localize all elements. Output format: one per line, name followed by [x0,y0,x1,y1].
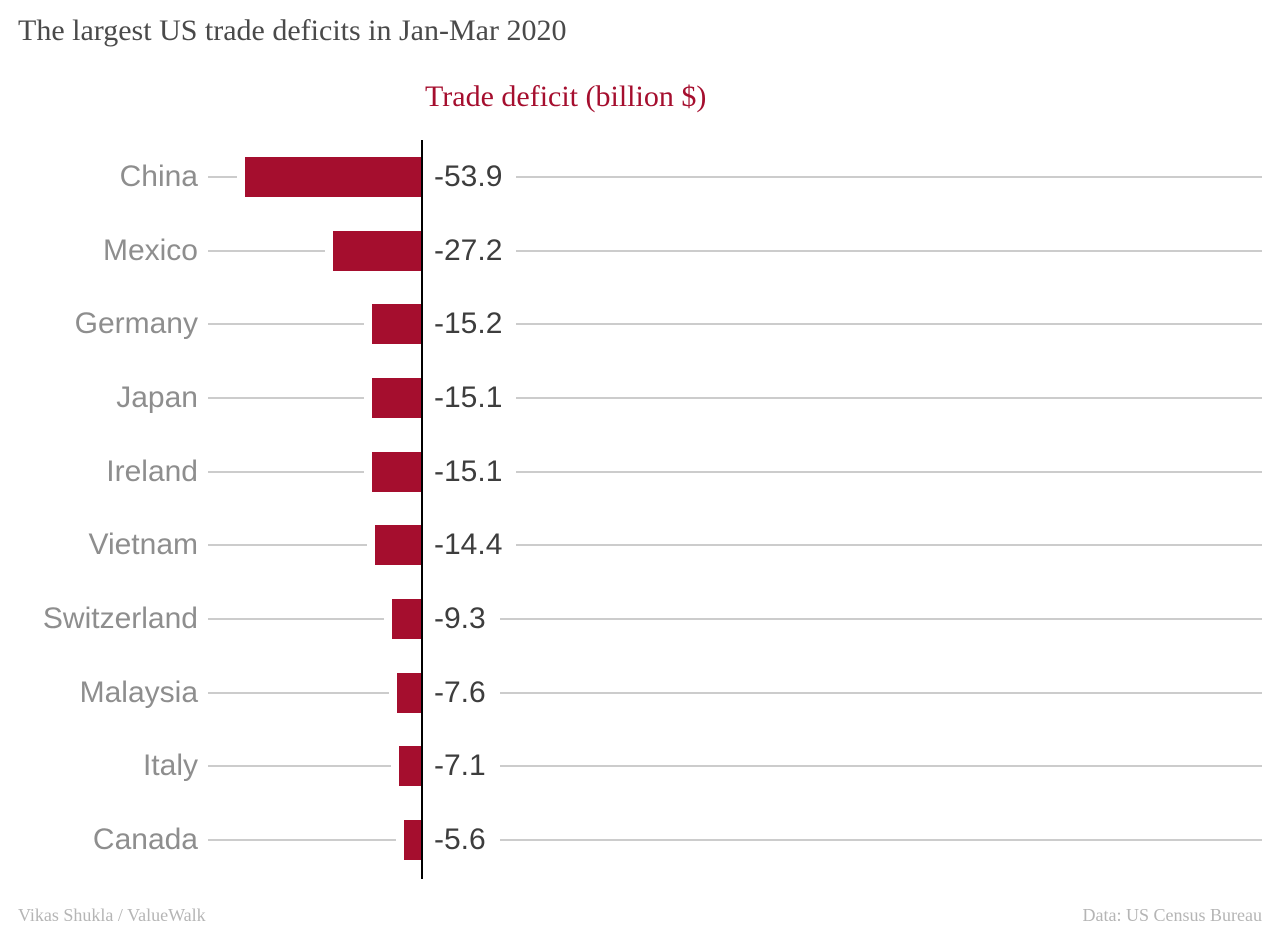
row-left-section: Canada [0,820,422,861]
row-right-section: -15.2 [422,307,1262,341]
row-grid-line [499,765,1262,768]
leader-line [208,765,391,768]
leader-line [208,323,365,326]
row-grid-line [516,175,1262,178]
category-label: Ireland [106,454,198,488]
row-grid-line [499,839,1262,842]
row-right-section: -5.6 [422,823,1262,857]
category-label: Malaysia [79,675,198,709]
leader-line [208,544,367,547]
data-source: Data: US Census Bureau [1082,905,1262,925]
chart-row: Italy -7.1 [0,730,1262,804]
bar [372,377,422,418]
chart-row: Canada -5.6 [0,803,1262,877]
bar [397,672,422,713]
row-right-section: -9.3 [422,602,1262,636]
row-right-section: -7.6 [422,676,1262,710]
category-label: Japan [116,380,198,414]
row-right-section: -7.1 [422,749,1262,783]
category-label: Germany [74,307,198,341]
row-left-section: Ireland [0,451,422,492]
value-label: -9.3 [434,601,486,635]
bar [372,304,422,345]
category-label: Canada [92,823,198,857]
chart-row: Germany -15.2 [0,287,1262,361]
row-grid-line [499,691,1262,694]
category-label: Italy [142,749,198,783]
row-right-section: -27.2 [422,234,1262,268]
leader-line [208,249,325,252]
bar [391,598,422,639]
row-grid-line [516,470,1262,473]
leader-line [208,175,237,178]
value-label: -5.6 [434,823,486,857]
value-label: -7.6 [434,675,486,709]
chart-row: Mexico -27.2 [0,214,1262,288]
leader-line [208,470,365,473]
row-right-section: -15.1 [422,455,1262,489]
row-left-section: Germany [0,304,422,345]
category-label: Switzerland [42,601,198,635]
row-grid-line [499,617,1262,620]
row-grid-line [516,396,1262,399]
plot-area: China -53.9 Mexico -27.2 Germany -15.2 Japan -1… [0,140,1262,877]
row-left-section: Malaysia [0,672,422,713]
leader-line [208,617,384,620]
bar [398,746,422,787]
value-label: -53.9 [434,159,503,193]
chart-row: Switzerland -9.3 [0,582,1262,656]
row-right-section: -53.9 [422,160,1262,194]
bar [374,525,422,566]
category-label: Vietnam [88,528,198,562]
row-left-section: Switzerland [0,598,422,639]
leader-line [208,839,396,842]
value-label: -14.4 [434,528,503,562]
row-left-section: Italy [0,746,422,787]
leader-line [208,396,365,399]
value-label: -27.2 [434,233,503,267]
row-left-section: Japan [0,377,422,418]
value-label: -15.2 [434,307,503,341]
byline: Vikas Shukla / ValueWalk [18,905,206,925]
chart-row: Malaysia -7.6 [0,656,1262,730]
category-label: China [119,159,198,193]
bar [403,820,422,861]
row-grid-line [516,249,1262,252]
row-right-section: -14.4 [422,528,1262,562]
row-grid-line [516,544,1262,547]
value-label: -7.1 [434,749,486,783]
chart-row: Vietnam -14.4 [0,508,1262,582]
row-right-section: -15.1 [422,381,1262,415]
row-left-section: China [0,156,422,197]
chart-row: Ireland -15.1 [0,435,1262,509]
chart-title: The largest US trade deficits in Jan-Mar… [18,14,567,47]
category-label: Mexico [102,233,198,267]
y-axis-line [421,140,423,879]
chart-row: China -53.9 [0,140,1262,214]
leader-line [208,691,389,694]
chart-row: Japan -15.1 [0,361,1262,435]
value-label: -15.1 [434,454,503,488]
bar [372,451,422,492]
row-grid-line [516,323,1262,326]
bar [332,230,422,271]
row-left-section: Vietnam [0,525,422,566]
chart-subtitle: Trade deficit (billion $) [425,80,707,113]
value-label: -15.1 [434,380,503,414]
bar [245,156,422,197]
row-left-section: Mexico [0,230,422,271]
